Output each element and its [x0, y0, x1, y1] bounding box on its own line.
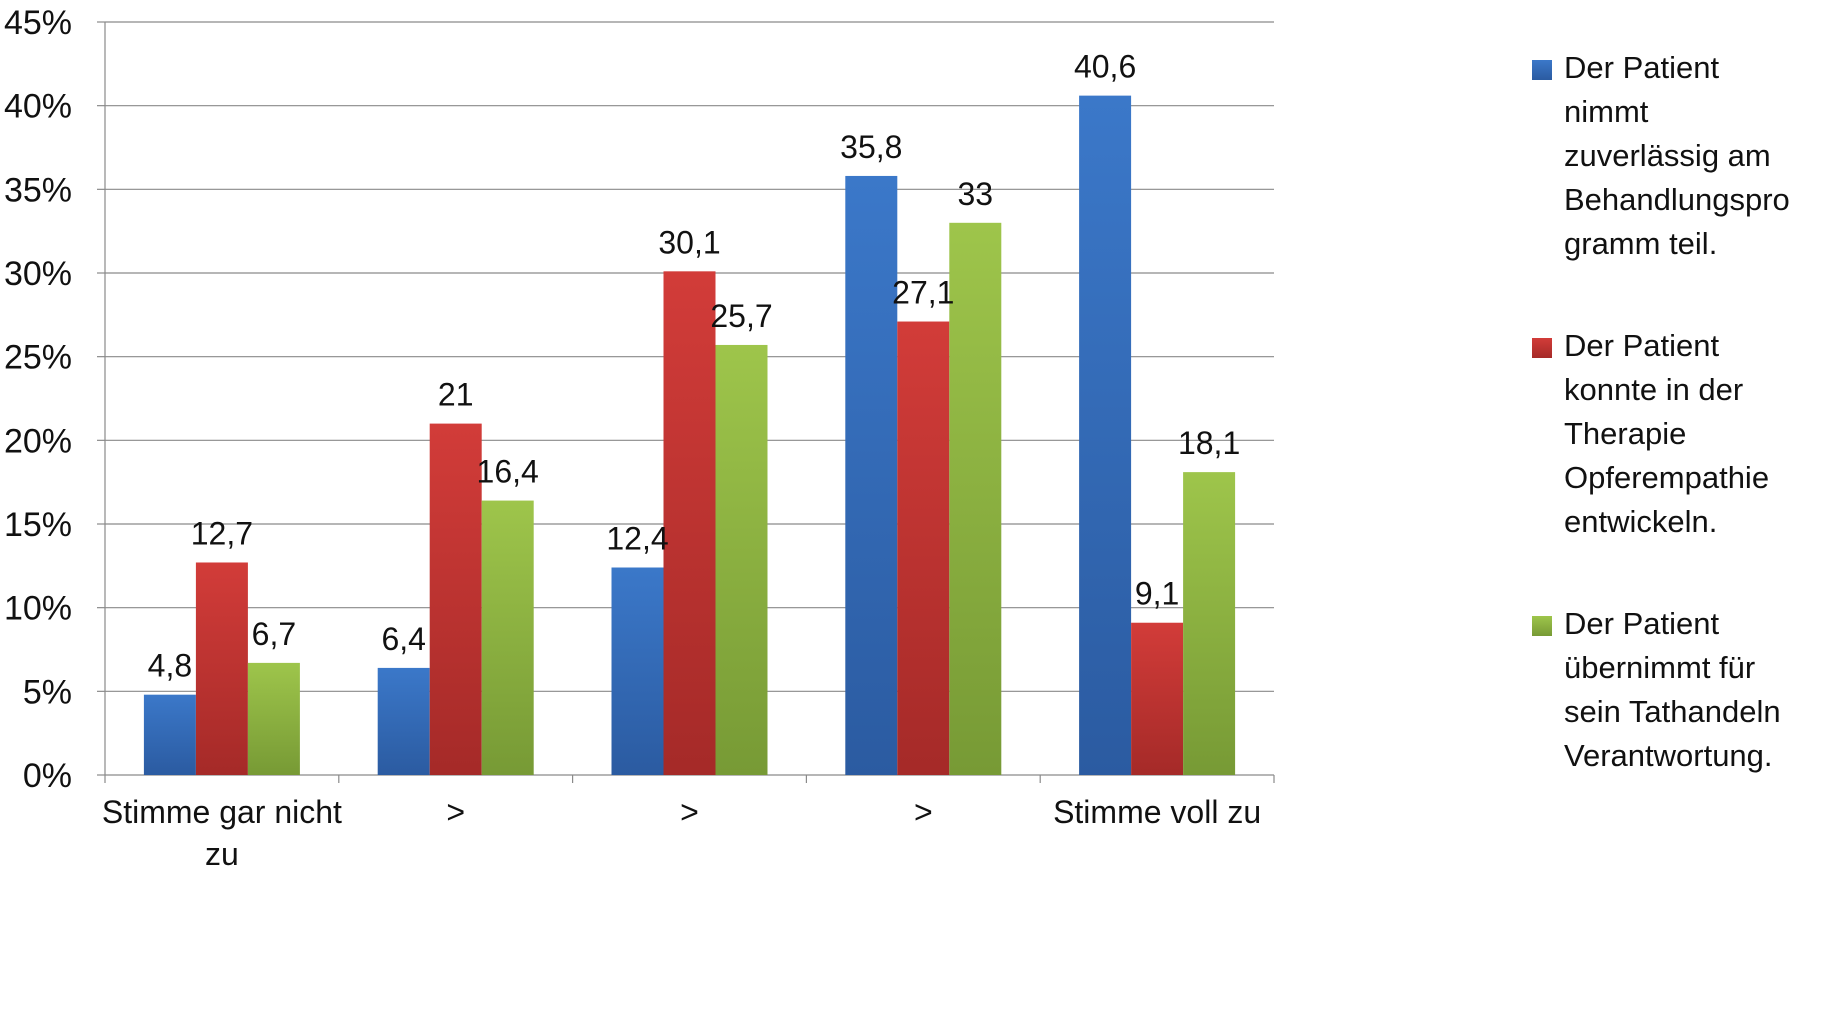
legend-item: Der Patient konnte in der Therapie Opferemp…: [1532, 324, 1832, 544]
bar: [429, 423, 482, 775]
y-tick-label: 10%: [4, 590, 72, 628]
y-tick-label: 45%: [4, 4, 72, 42]
legend-label-line: gramm teil.: [1564, 226, 1718, 261]
data-label: 18,1: [1178, 425, 1240, 461]
x-axis: Stimme gar nicht zu > > > Stimme voll zu: [102, 775, 1275, 872]
bar: [247, 662, 300, 775]
data-label: 27,1: [892, 275, 954, 311]
bars: [143, 95, 1236, 776]
bar: [663, 271, 716, 775]
data-label: 12,4: [606, 521, 668, 557]
data-label: 21: [438, 377, 474, 413]
x-category-label: Stimme voll zu: [1053, 794, 1261, 830]
y-tick-label: 20%: [4, 422, 72, 460]
legend-label-line: zuverlässig am: [1564, 138, 1771, 173]
y-tick-label: 15%: [4, 506, 72, 544]
bar: [611, 567, 664, 775]
data-label: 25,7: [710, 298, 772, 334]
bar: [715, 344, 768, 775]
legend-label-line: konnte in der: [1564, 372, 1744, 407]
bar: [949, 222, 1002, 776]
bar: [481, 500, 534, 775]
y-tick-label: 5%: [23, 673, 72, 711]
legend-swatch: [1532, 60, 1552, 80]
legend-label-line: Opferempathie: [1564, 460, 1770, 495]
legend-label-line: Der Patient: [1564, 50, 1720, 85]
x-category-label: >: [680, 794, 699, 830]
x-category-label: >: [446, 794, 465, 830]
legend-label-line: entwickeln.: [1564, 504, 1718, 539]
legend-label-line: Der Patient: [1564, 606, 1720, 641]
data-label: 9,1: [1135, 576, 1179, 612]
y-axis: 0% 5% 10% 15% 20% 25% 30% 35% 40% 45%: [4, 4, 106, 795]
bar: [377, 667, 430, 775]
legend-label-line: Therapie: [1564, 416, 1687, 451]
legend-item: Der Patient übernimmt für sein Tathandeln V…: [1532, 602, 1832, 778]
y-tick-label: 25%: [4, 339, 72, 377]
data-label: 33: [958, 176, 994, 212]
bar: [195, 562, 248, 775]
bar: [845, 175, 898, 776]
legend-label-line: Der Patient: [1564, 328, 1720, 363]
legend-label-line: Behandlungspro: [1564, 182, 1790, 217]
data-labels: 4,8 6,4 12,4 35,8 40,6 12,7 21 30,1 27,1 9,1 6,7 16…: [148, 49, 1241, 684]
x-category-label: >: [914, 794, 933, 830]
data-label: 40,6: [1074, 49, 1136, 85]
data-label: 6,4: [381, 621, 425, 657]
legend-swatch: [1532, 616, 1552, 636]
legend-swatch: [1532, 338, 1552, 358]
bar: [897, 321, 950, 775]
legend-item: Der Patient nimmt zuverlässig am Behandlung…: [1532, 46, 1832, 266]
legend: Der Patient nimmt zuverlässig am Behandlung…: [1532, 46, 1832, 836]
y-tick-label: 0%: [23, 757, 72, 795]
x-category-label: Stimme gar nicht zu: [102, 794, 342, 872]
bar-chart: 0% 5% 10% 15% 20% 25% 30% 35% 40% 45% Stimme gar …: [4, 4, 1275, 872]
legend-label-line: übernimmt für: [1564, 650, 1756, 685]
legend-label-line: sein Tathandeln: [1564, 694, 1781, 729]
data-label: 4,8: [148, 648, 192, 684]
y-tick-label: 30%: [4, 255, 72, 293]
bar: [1079, 95, 1132, 776]
data-label: 16,4: [477, 454, 539, 490]
y-tick-label: 35%: [4, 171, 72, 209]
data-label: 30,1: [658, 224, 720, 260]
bar: [1131, 622, 1184, 775]
data-label: 35,8: [840, 129, 902, 165]
bar: [143, 694, 196, 775]
bar: [1183, 472, 1236, 775]
legend-label-line: Verantwortung.: [1564, 738, 1773, 773]
data-label: 6,7: [252, 616, 296, 652]
data-label: 12,7: [191, 515, 253, 551]
y-tick-label: 40%: [4, 88, 72, 126]
legend-label-line: nimmt: [1564, 94, 1649, 129]
